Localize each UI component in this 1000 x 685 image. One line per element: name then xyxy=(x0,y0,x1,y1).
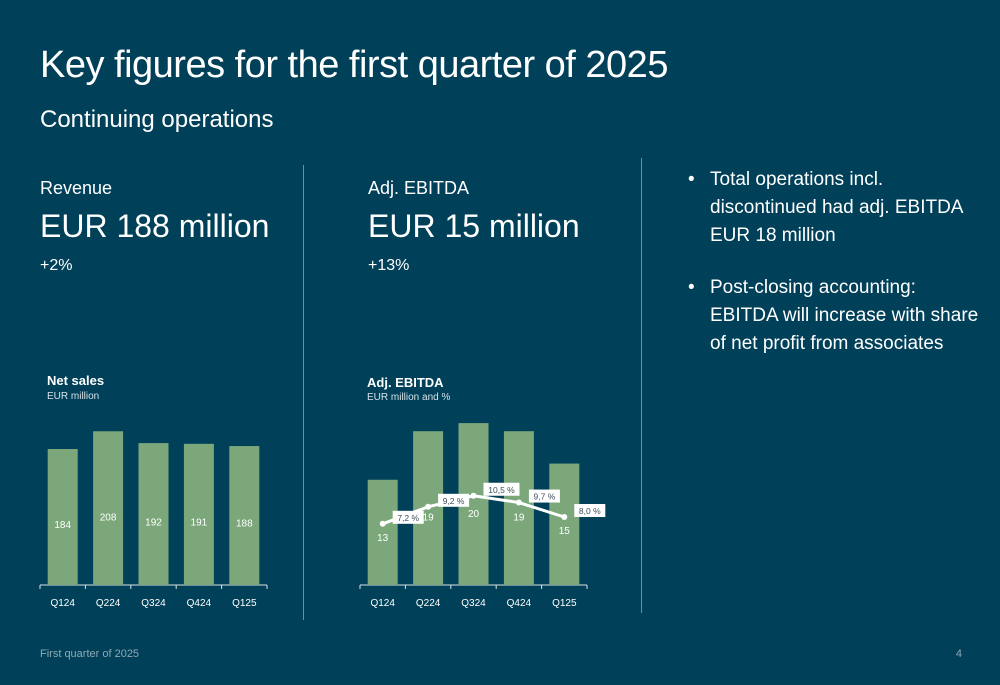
ebitda-category-label: Q424 xyxy=(507,598,532,609)
ebitda-bar xyxy=(503,431,534,585)
ebitda-chart-title: Adj. EBITDA xyxy=(367,375,444,390)
ebitda-category-label: Q224 xyxy=(416,598,441,609)
net-sales-bar xyxy=(183,443,214,585)
ebitda-category-label: Q124 xyxy=(370,598,395,609)
ebitda-line-label-box xyxy=(528,489,560,503)
bullet-item-total-operations: Total operations incl. discontinued had … xyxy=(688,166,988,250)
ebitda-line-label-box xyxy=(483,482,520,496)
net-sales-category-label: Q324 xyxy=(141,598,166,609)
ebitda-line-label: 9,2 % xyxy=(443,496,465,506)
footer-label: First quarter of 2025 xyxy=(40,648,140,660)
net-sales-bar xyxy=(138,443,169,585)
net-sales-bar xyxy=(229,446,260,585)
net-sales-category-label: Q124 xyxy=(50,598,75,609)
net-sales-chart: 184 Q124 208 Q224 192 Q324 191 Q424 188 Q125 xyxy=(39,431,268,609)
net-sales-chart-title: Net sales xyxy=(47,373,105,388)
ebitda-line-point xyxy=(561,514,568,520)
ebitda-category-label: Q125 xyxy=(552,598,577,609)
net-sales-category-label: Q224 xyxy=(96,598,121,609)
net-sales-chart-subtitle: EUR million xyxy=(47,391,100,402)
net-sales-bar-label: 192 xyxy=(145,517,162,528)
bullet-item-post-closing: Post-closing accounting: EBITDA will inc… xyxy=(688,274,988,358)
ebitda-line-point xyxy=(425,503,432,510)
ebitda-label: Adj. EBITDA xyxy=(368,178,470,198)
ebitda-bar-label: 20 xyxy=(468,509,480,520)
ebitda-value: EUR 15 million xyxy=(368,208,580,244)
net-sales-bar-label: 184 xyxy=(54,520,71,531)
revenue-value: EUR 188 million xyxy=(40,208,270,244)
ebitda-line-label: 7,2 % xyxy=(397,513,419,523)
ebitda-bar-label: 19 xyxy=(423,512,435,523)
ebitda-line-label-box xyxy=(574,504,606,517)
net-sales-category-label: Q125 xyxy=(232,598,257,609)
net-sales-bar-label: 188 xyxy=(236,519,253,530)
ebitda-line-label-box xyxy=(392,510,424,524)
ebitda-line-point xyxy=(379,520,386,527)
page-title: Key figures for the first quarter of 202… xyxy=(40,44,668,86)
page-subtitle: Continuing operations xyxy=(40,106,274,133)
ebitda-line-point xyxy=(515,499,522,506)
revenue-change: +2% xyxy=(40,257,73,274)
column-divider-left xyxy=(303,165,304,620)
page-number: 4 xyxy=(955,648,962,660)
net-sales-bar-label: 191 xyxy=(191,518,208,529)
ebitda-bar-label: 13 xyxy=(377,533,389,544)
ebitda-chart-subtitle: EUR million and % xyxy=(367,392,451,403)
ebitda-bar xyxy=(367,479,398,585)
net-sales-bar xyxy=(47,449,78,585)
ebitda-line-label: 9,7 % xyxy=(534,492,556,502)
ebitda-line-label: 10,5 % xyxy=(488,485,515,495)
net-sales-bar-label: 208 xyxy=(100,512,117,523)
ebitda-line-point xyxy=(470,492,477,499)
ebitda-chart: 13 Q124 19 Q224 20 Q324 19 Q424 15 Q125 7,2 % 9,2 %… xyxy=(359,423,606,609)
ebitda-change: +13% xyxy=(368,257,410,274)
column-divider-right xyxy=(641,158,642,613)
ebitda-bar-label: 15 xyxy=(559,526,571,537)
ebitda-line-label: 8,0 % xyxy=(579,506,601,516)
bullet-list: Total operations incl. discontinued had … xyxy=(688,166,988,382)
net-sales-bar xyxy=(93,431,124,585)
revenue-label: Revenue xyxy=(40,178,113,198)
ebitda-line-label-box xyxy=(438,493,470,507)
ebitda-bar xyxy=(549,463,580,585)
ebitda-bar-label: 19 xyxy=(513,512,525,523)
ebitda-category-label: Q324 xyxy=(461,598,486,609)
net-sales-category-label: Q424 xyxy=(187,598,212,609)
